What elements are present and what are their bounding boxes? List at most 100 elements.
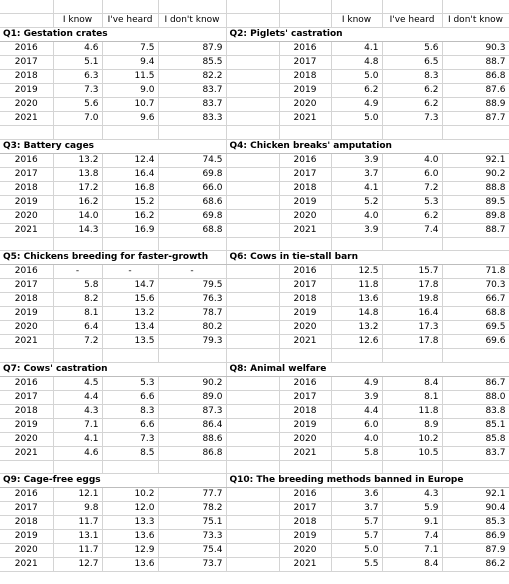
value-i-dont-know[interactable]: 68.8 [442,306,509,322]
empty-cell[interactable] [226,195,280,210]
empty-cell[interactable] [158,237,227,252]
year-cell[interactable]: 2017 [279,390,332,405]
empty-cell[interactable] [226,0,280,15]
year-cell[interactable]: 2020 [0,543,54,559]
empty-cell[interactable] [0,125,54,140]
empty-cell[interactable] [226,223,280,238]
value-ive-heard[interactable]: 10.2 [382,432,443,447]
value-ive-heard[interactable]: 13.4 [102,320,159,336]
empty-cell[interactable] [442,460,509,475]
value-i-know[interactable]: 5.0 [331,543,383,559]
empty-cell[interactable] [442,237,509,252]
empty-cell[interactable] [226,557,280,573]
value-i-dont-know[interactable]: 66.7 [442,292,509,308]
value-i-dont-know[interactable]: 86.8 [442,69,509,85]
empty-cell[interactable] [279,125,332,140]
value-i-dont-know[interactable]: 79.3 [158,334,227,350]
value-ive-heard[interactable]: 7.4 [382,223,443,238]
empty-cell[interactable] [226,376,280,391]
value-i-know[interactable]: 13.6 [331,292,383,308]
value-i-know[interactable]: 4.1 [331,181,383,196]
value-i-know[interactable]: 7.1 [53,418,103,433]
empty-cell[interactable] [226,167,280,182]
value-i-dont-know[interactable]: 88.7 [442,223,509,238]
year-cell[interactable]: 2018 [279,181,332,196]
value-i-know[interactable]: 3.7 [331,501,383,517]
value-ive-heard[interactable]: 13.3 [102,515,159,531]
year-cell[interactable]: 2018 [0,515,54,531]
empty-cell[interactable] [442,0,509,15]
year-cell[interactable]: 2019 [279,306,332,322]
value-i-dont-know[interactable]: 68.6 [158,195,227,210]
empty-cell[interactable] [226,334,280,350]
value-i-know[interactable]: 3.7 [331,167,383,182]
value-ive-heard[interactable]: 8.5 [102,446,159,461]
value-ive-heard[interactable]: 8.1 [382,390,443,405]
year-cell[interactable]: 2017 [279,167,332,182]
year-cell[interactable]: 2017 [0,278,54,294]
value-i-dont-know[interactable]: 87.6 [442,83,509,99]
value-i-know[interactable]: 4.5 [53,376,103,391]
value-i-dont-know[interactable]: 88.7 [442,55,509,71]
year-cell[interactable]: 2017 [0,501,54,517]
value-i-know[interactable]: 16.2 [53,195,103,210]
value-i-dont-know[interactable]: 78.2 [158,501,227,517]
empty-cell[interactable] [226,515,280,531]
value-i-dont-know[interactable]: 88.0 [442,390,509,405]
value-ive-heard[interactable]: 7.3 [102,432,159,447]
value-ive-heard[interactable]: 6.6 [102,390,159,405]
value-i-know[interactable]: 13.8 [53,167,103,182]
empty-cell[interactable] [226,446,280,461]
value-i-dont-know[interactable]: 89.8 [442,209,509,224]
value-ive-heard[interactable]: 16.2 [102,209,159,224]
empty-cell[interactable] [158,125,227,140]
empty-cell[interactable] [382,125,443,140]
empty-cell[interactable] [226,125,280,140]
empty-cell[interactable] [226,13,280,29]
value-i-dont-know[interactable]: 82.2 [158,69,227,85]
year-cell[interactable]: 2017 [0,390,54,405]
empty-cell[interactable] [279,460,332,475]
value-ive-heard[interactable]: 9.0 [102,83,159,99]
value-i-dont-know[interactable]: 74.5 [158,153,227,168]
section-title-right[interactable]: Q10: The breeding methods banned in Euro… [226,473,509,489]
value-i-know[interactable]: 9.8 [53,501,103,517]
empty-cell[interactable] [0,348,54,363]
value-ive-heard[interactable]: 5.3 [102,376,159,391]
year-cell[interactable]: 2019 [0,306,54,322]
year-cell[interactable]: 2016 [0,264,54,280]
value-ive-heard[interactable]: 16.8 [102,181,159,196]
value-i-dont-know[interactable]: 85.8 [442,432,509,447]
value-ive-heard[interactable]: 6.2 [382,209,443,224]
empty-cell[interactable] [158,0,227,15]
value-ive-heard[interactable]: 7.3 [382,111,443,127]
empty-cell[interactable] [331,0,383,15]
year-cell[interactable]: 2018 [279,404,332,419]
empty-cell[interactable] [226,55,280,71]
year-cell[interactable]: 2018 [279,515,332,531]
year-cell[interactable]: 2016 [279,264,332,280]
year-cell[interactable]: 2020 [279,97,332,113]
value-ive-heard[interactable]: 14.7 [102,278,159,294]
value-i-dont-know[interactable]: 80.2 [158,320,227,336]
value-i-know[interactable]: 4.9 [331,97,383,113]
empty-cell[interactable] [331,237,383,252]
empty-cell[interactable] [0,237,54,252]
year-cell[interactable]: 2018 [279,69,332,85]
value-ive-heard[interactable]: 12.0 [102,501,159,517]
empty-cell[interactable] [226,306,280,322]
year-cell[interactable]: 2019 [0,195,54,210]
value-i-know[interactable]: 3.9 [331,223,383,238]
value-i-dont-know[interactable]: 83.7 [158,97,227,113]
value-i-dont-know[interactable]: 86.4 [158,418,227,433]
value-i-know[interactable]: 4.3 [53,404,103,419]
year-cell[interactable]: 2016 [0,153,54,168]
value-i-dont-know[interactable]: 86.7 [442,376,509,391]
value-ive-heard[interactable]: 9.6 [102,111,159,127]
year-cell[interactable]: 2016 [279,153,332,168]
value-i-know[interactable]: 5.7 [331,529,383,545]
year-cell[interactable]: 2021 [0,334,54,350]
value-i-know[interactable]: 13.1 [53,529,103,545]
value-i-know[interactable]: 12.5 [331,264,383,280]
value-ive-heard[interactable]: 16.9 [102,223,159,238]
